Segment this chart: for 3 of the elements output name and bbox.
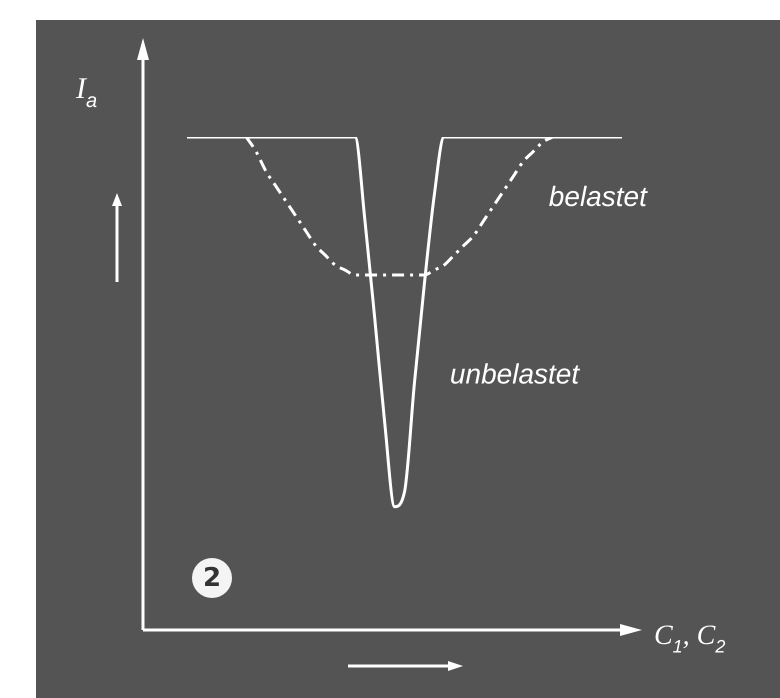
series-label: belastet bbox=[548, 181, 648, 212]
series-label: unbelastet bbox=[450, 358, 580, 390]
annotation: 2 bbox=[192, 558, 232, 598]
